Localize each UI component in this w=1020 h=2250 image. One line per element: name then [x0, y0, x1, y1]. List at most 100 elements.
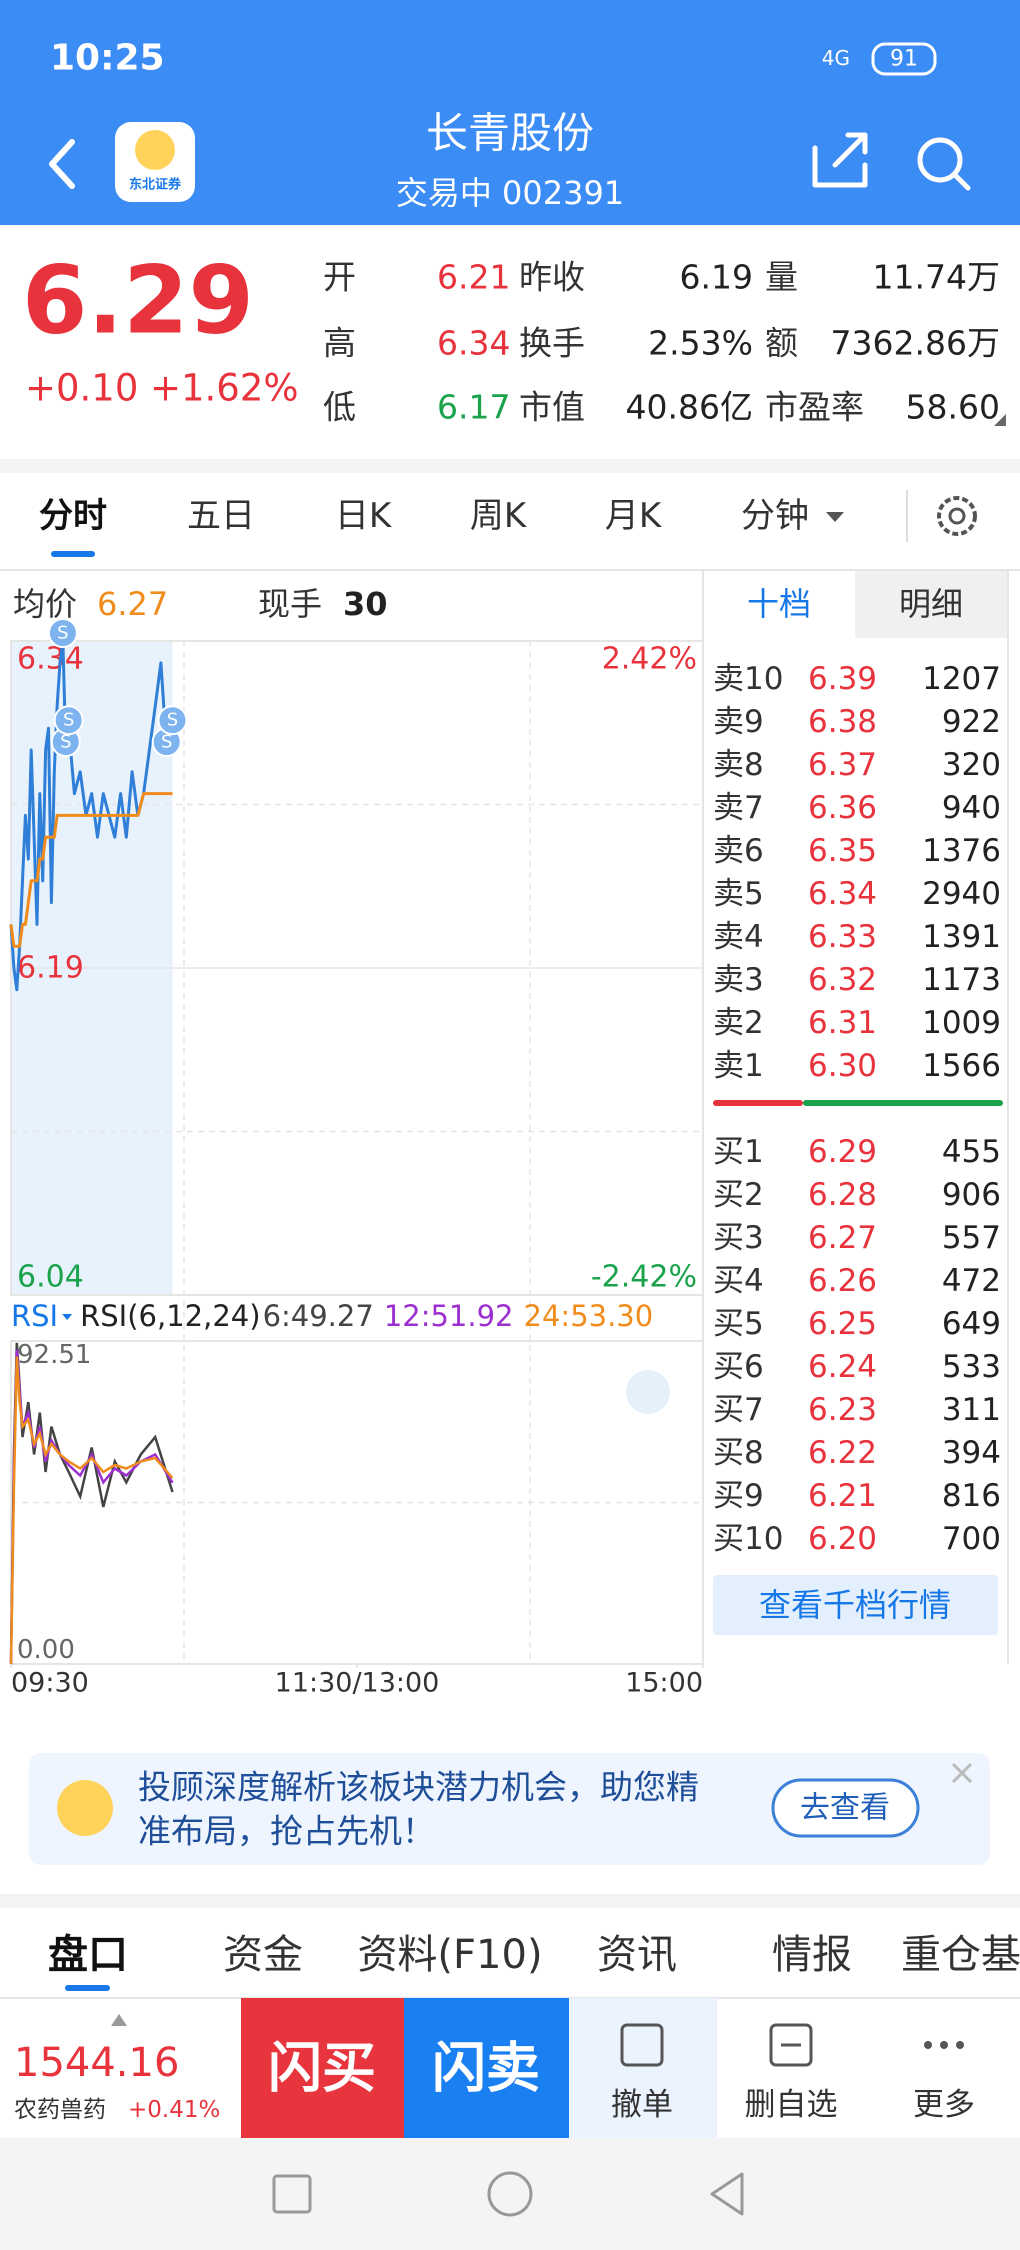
- stat-value: 7362.86万: [831, 324, 1000, 363]
- flash-buy[interactable]: 闪买: [268, 2037, 376, 2100]
- back-button[interactable]: [49, 139, 75, 189]
- section-tab[interactable]: 资料(F10): [357, 1932, 542, 1978]
- book-level: 卖7: [713, 790, 764, 826]
- signal-marker: [47, 618, 78, 648]
- legend-entry: 24:53.30: [524, 1299, 654, 1333]
- book-price: 6.39: [808, 661, 877, 697]
- stat-value: 11.74万: [873, 258, 1000, 297]
- book-price: 6.32: [808, 962, 877, 998]
- action-label[interactable]: 更多: [913, 2087, 975, 2123]
- book-volume: 557: [942, 1220, 1001, 1256]
- book-level: 卖3: [713, 962, 764, 998]
- signal-marker: [53, 705, 84, 736]
- settings-button[interactable]: [937, 496, 977, 536]
- section-tab[interactable]: 情报: [772, 1932, 852, 1978]
- chart-tab[interactable]: 分时: [39, 496, 107, 536]
- nav-back[interactable]: [710, 2172, 744, 2216]
- book-volume: 1376: [922, 833, 1001, 869]
- book-level: 卖9: [713, 704, 764, 740]
- stat-label: 额: [765, 324, 798, 363]
- book-volume: 1391: [922, 919, 1001, 955]
- price-line: [9, 792, 173, 948]
- avg-value: 6.27: [97, 585, 168, 623]
- buy-button-bg[interactable]: [241, 1998, 404, 2138]
- chart-tab[interactable]: 周K: [470, 496, 528, 536]
- section-tab[interactable]: 资金: [223, 1932, 303, 1978]
- banner-text: 准布局，抢占先机！: [138, 1812, 435, 1851]
- nav-recent[interactable]: [272, 2174, 312, 2214]
- index-name: 农药兽药: [14, 2097, 106, 2123]
- action-icon: [769, 2023, 813, 2067]
- banner-button-bg[interactable]: [771, 1778, 920, 1838]
- signal-marker: [157, 705, 188, 736]
- legend-entry: 12:51.92: [384, 1299, 514, 1333]
- y-tick-label: 6.04: [17, 1260, 84, 1295]
- stat-label: 量: [765, 258, 798, 297]
- book-price: 6.35: [808, 833, 877, 869]
- book-level: 卖6: [713, 833, 764, 869]
- nav-home[interactable]: [487, 2171, 533, 2217]
- stat-label: 市值: [519, 388, 585, 427]
- share-button[interactable]: [812, 132, 868, 188]
- rsi-indicator[interactable]: RSI: [11, 1299, 58, 1333]
- book-level: 卖10: [713, 661, 783, 697]
- book-volume: 1009: [922, 1005, 1001, 1041]
- action-icon: [940, 2041, 948, 2049]
- volume-value: 30: [343, 585, 388, 623]
- book-volume: 940: [942, 790, 1001, 826]
- separator: [0, 459, 1020, 473]
- depth-button-bg[interactable]: [713, 1575, 998, 1635]
- flash-sell[interactable]: 闪卖: [432, 2037, 540, 2100]
- depth-button[interactable]: 查看千档行情: [759, 1586, 951, 1624]
- stat-value: 2.53%: [648, 324, 753, 363]
- book-tab[interactable]: 十档: [747, 585, 811, 623]
- section-tab[interactable]: 盘口: [48, 1932, 128, 1978]
- book-price: 6.29: [808, 1134, 877, 1170]
- section-tab[interactable]: 资讯: [597, 1932, 677, 1978]
- chart-tab[interactable]: 五日: [187, 496, 255, 536]
- stat-value: 6.34: [437, 324, 510, 363]
- chart-tab[interactable]: 月K: [605, 496, 663, 536]
- stat-label: 高: [323, 324, 356, 363]
- legend-entry: 6:49.27: [263, 1299, 374, 1333]
- book-volume: 1207: [922, 661, 1001, 697]
- index-change: +0.41%: [128, 2097, 220, 2123]
- book-level: 买6: [713, 1349, 764, 1385]
- book-level: 买1: [713, 1134, 764, 1170]
- book-volume: 311: [942, 1392, 1001, 1428]
- book-volume: 455: [942, 1134, 1001, 1170]
- logo-mascot: [135, 130, 175, 170]
- chart-tab[interactable]: 分钟: [741, 496, 809, 536]
- banner-bg: [29, 1753, 990, 1865]
- action-icon: [924, 2041, 932, 2049]
- action-label[interactable]: 撤单: [611, 2087, 673, 2123]
- banner-mascot: [57, 1780, 113, 1836]
- book-price: 6.33: [808, 919, 877, 955]
- book-price: 6.27: [808, 1220, 877, 1256]
- book-level: 卖1: [713, 1048, 764, 1084]
- ratio-bar-ask: [713, 1100, 803, 1106]
- action-label[interactable]: 删自选: [745, 2087, 838, 2123]
- sell-button-bg[interactable]: [404, 1998, 569, 2138]
- section-tab[interactable]: 重仓基: [901, 1932, 1020, 1978]
- book-volume: 320: [942, 747, 1001, 783]
- banner-button[interactable]: 去查看: [800, 1791, 890, 1826]
- book-level: 买4: [713, 1263, 764, 1299]
- tab-underline: [51, 551, 95, 557]
- book-tab[interactable]: 明细: [899, 585, 963, 623]
- book-level: 卖8: [713, 747, 764, 783]
- banner-close[interactable]: [951, 1762, 973, 1784]
- search-button[interactable]: [917, 137, 963, 183]
- book-level: 卖4: [713, 919, 764, 955]
- book-volume: 922: [942, 704, 1001, 740]
- book-volume: 1566: [922, 1048, 1001, 1084]
- expand-button[interactable]: [626, 1370, 670, 1414]
- banner-text: 投顾深度解析该板块潜力机会，助您精: [138, 1768, 699, 1807]
- action-bg[interactable]: [569, 1998, 717, 2138]
- stat-value: 6.21: [437, 258, 510, 297]
- dropdown-mark: [826, 512, 844, 522]
- x-tick-label: 11:30/13:00: [275, 1668, 440, 1699]
- chart-tab[interactable]: 日K: [335, 496, 393, 536]
- y-tick-label: 6.19: [17, 951, 84, 986]
- price-change-pct: +1.62%: [150, 367, 299, 410]
